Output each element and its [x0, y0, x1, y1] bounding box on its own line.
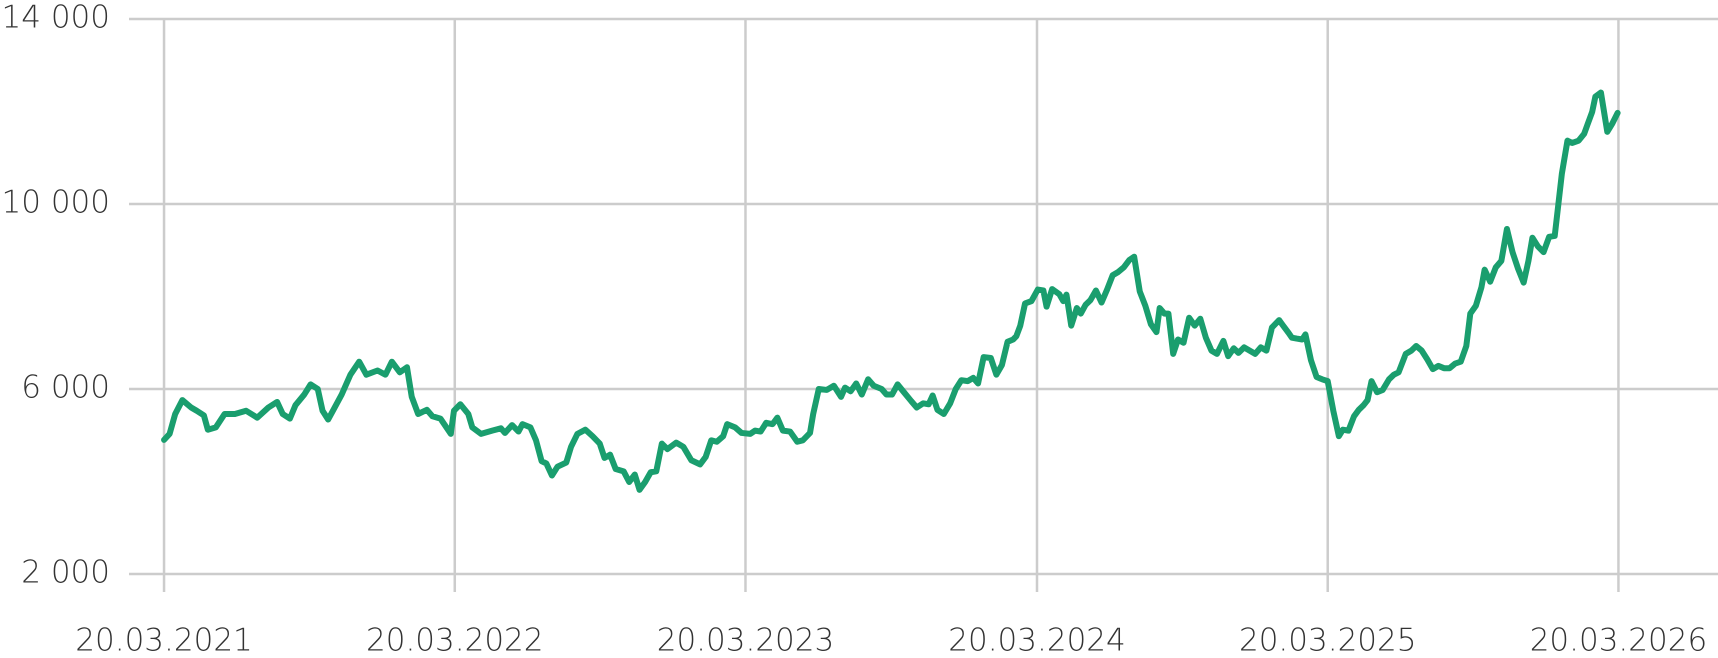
y-tick-label: 6 000 [21, 370, 110, 406]
x-tick-label: 20.03.2024 [948, 623, 1126, 658]
y-tick-label: 14 000 [2, 0, 110, 36]
x-tick-label: 20.03.2022 [366, 623, 544, 658]
x-tick-label: 20.03.2023 [657, 623, 835, 658]
x-tick-label: 20.03.2026 [1530, 623, 1708, 658]
y-tick-label: 10 000 [2, 185, 110, 221]
data-line [161, 89, 1621, 493]
y-tick-label: 2 000 [21, 555, 110, 591]
x-tick-label: 20.03.2021 [75, 623, 253, 658]
x-tick-label: 20.03.2025 [1239, 623, 1417, 658]
